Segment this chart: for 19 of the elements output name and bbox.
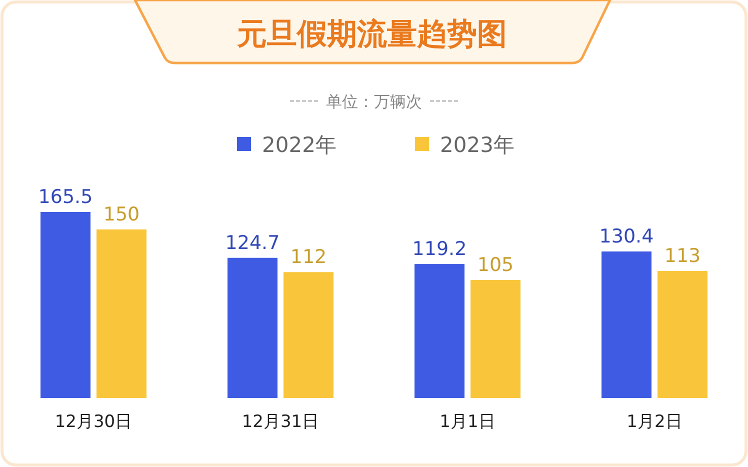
legend-label: 2022年 — [262, 133, 336, 157]
legend-item: 2022年 — [237, 133, 336, 157]
data-label: 105 — [477, 254, 514, 276]
data-label: 150 — [103, 203, 140, 226]
chart-subtitle: 单位：万辆次 — [326, 92, 422, 111]
legend-item: 2023年 — [415, 133, 514, 157]
x-tick-label: 12月31日 — [242, 412, 320, 432]
x-tick-label: 1月1日 — [440, 412, 496, 432]
data-label: 130.4 — [599, 225, 654, 248]
data-label: 124.7 — [225, 232, 280, 254]
x-tick-label: 1月2日 — [626, 412, 682, 432]
x-tick-label: 12月30日 — [54, 412, 132, 432]
data-label: 119.2 — [412, 238, 467, 260]
title: 元旦假期流量趋势图 — [134, 0, 612, 64]
data-label: 113 — [664, 245, 701, 268]
data-label: 112 — [290, 246, 327, 268]
chart-title: 元旦假期流量趋势图 — [236, 17, 507, 52]
data-label: 165.5 — [38, 186, 93, 208]
legend-label: 2023年 — [440, 133, 514, 157]
